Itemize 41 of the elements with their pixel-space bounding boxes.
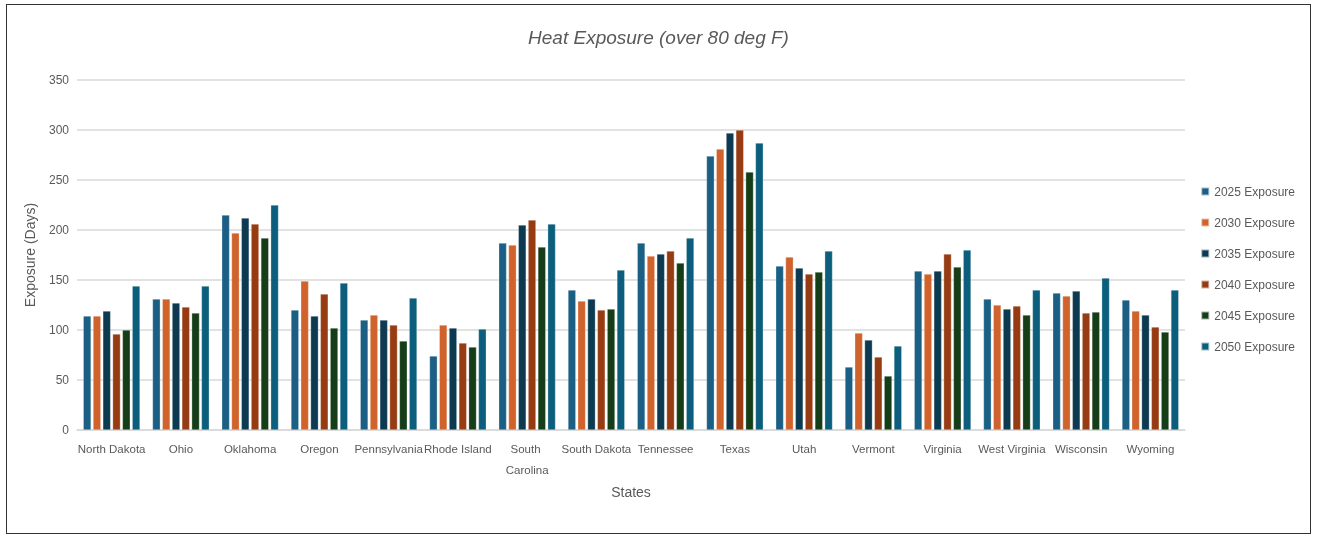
bar xyxy=(83,316,92,430)
bar xyxy=(637,243,646,430)
y-tick-label: 350 xyxy=(48,73,70,87)
x-tick-label: Vermont xyxy=(851,442,896,455)
bar xyxy=(893,346,902,430)
bar xyxy=(914,271,923,430)
x-tick-label: Rhode Island xyxy=(423,442,492,455)
y-tick-label: 200 xyxy=(48,223,70,237)
bar xyxy=(360,320,369,430)
x-tick-label: Oregon xyxy=(300,442,339,455)
x-tick-label: Tennessee xyxy=(637,442,694,455)
bar xyxy=(1170,290,1179,430)
legend-label: 2030 Exposure xyxy=(1214,215,1296,230)
bar xyxy=(339,283,348,430)
x-tick-label: Oklahoma xyxy=(223,442,277,455)
y-tick-label: 300 xyxy=(48,123,70,137)
chart-title: Heat Exposure (over 80 deg F) xyxy=(528,27,789,48)
y-tick-label: 250 xyxy=(48,173,70,187)
y-tick-label: 50 xyxy=(55,373,70,387)
x-tick-label: Wisconsin xyxy=(1054,442,1108,455)
x-tick-label: Ohio xyxy=(168,442,194,455)
bar xyxy=(616,270,625,430)
y-tick-label: 0 xyxy=(62,423,70,437)
legend-label: 2035 Exposure xyxy=(1214,246,1296,261)
x-tick-label: Wyoming xyxy=(1126,442,1175,455)
x-tick-label: South Carolina xyxy=(505,442,550,476)
y-tick-label: 150 xyxy=(48,273,70,287)
x-tick-label: Utah xyxy=(791,442,817,455)
x-tick-label: Texas xyxy=(719,442,751,455)
x-tick-label: Pennsylvania xyxy=(354,442,424,455)
legend-label: 2040 Exposure xyxy=(1214,277,1296,292)
legend-label: 2050 Exposure xyxy=(1214,339,1296,354)
y-axis-title: Exposure (Days) xyxy=(22,202,38,308)
x-tick-label: West Virginia xyxy=(978,442,1047,455)
legend-label: 2025 Exposure xyxy=(1214,184,1296,199)
y-tick-label: 100 xyxy=(48,323,70,337)
legend-label: 2045 Exposure xyxy=(1214,308,1296,323)
x-tick-label: North Dakota xyxy=(77,442,147,455)
x-tick-label: South Dakota xyxy=(561,442,632,455)
x-axis-title: States xyxy=(611,483,651,500)
x-tick-label: Virginia xyxy=(923,442,963,455)
